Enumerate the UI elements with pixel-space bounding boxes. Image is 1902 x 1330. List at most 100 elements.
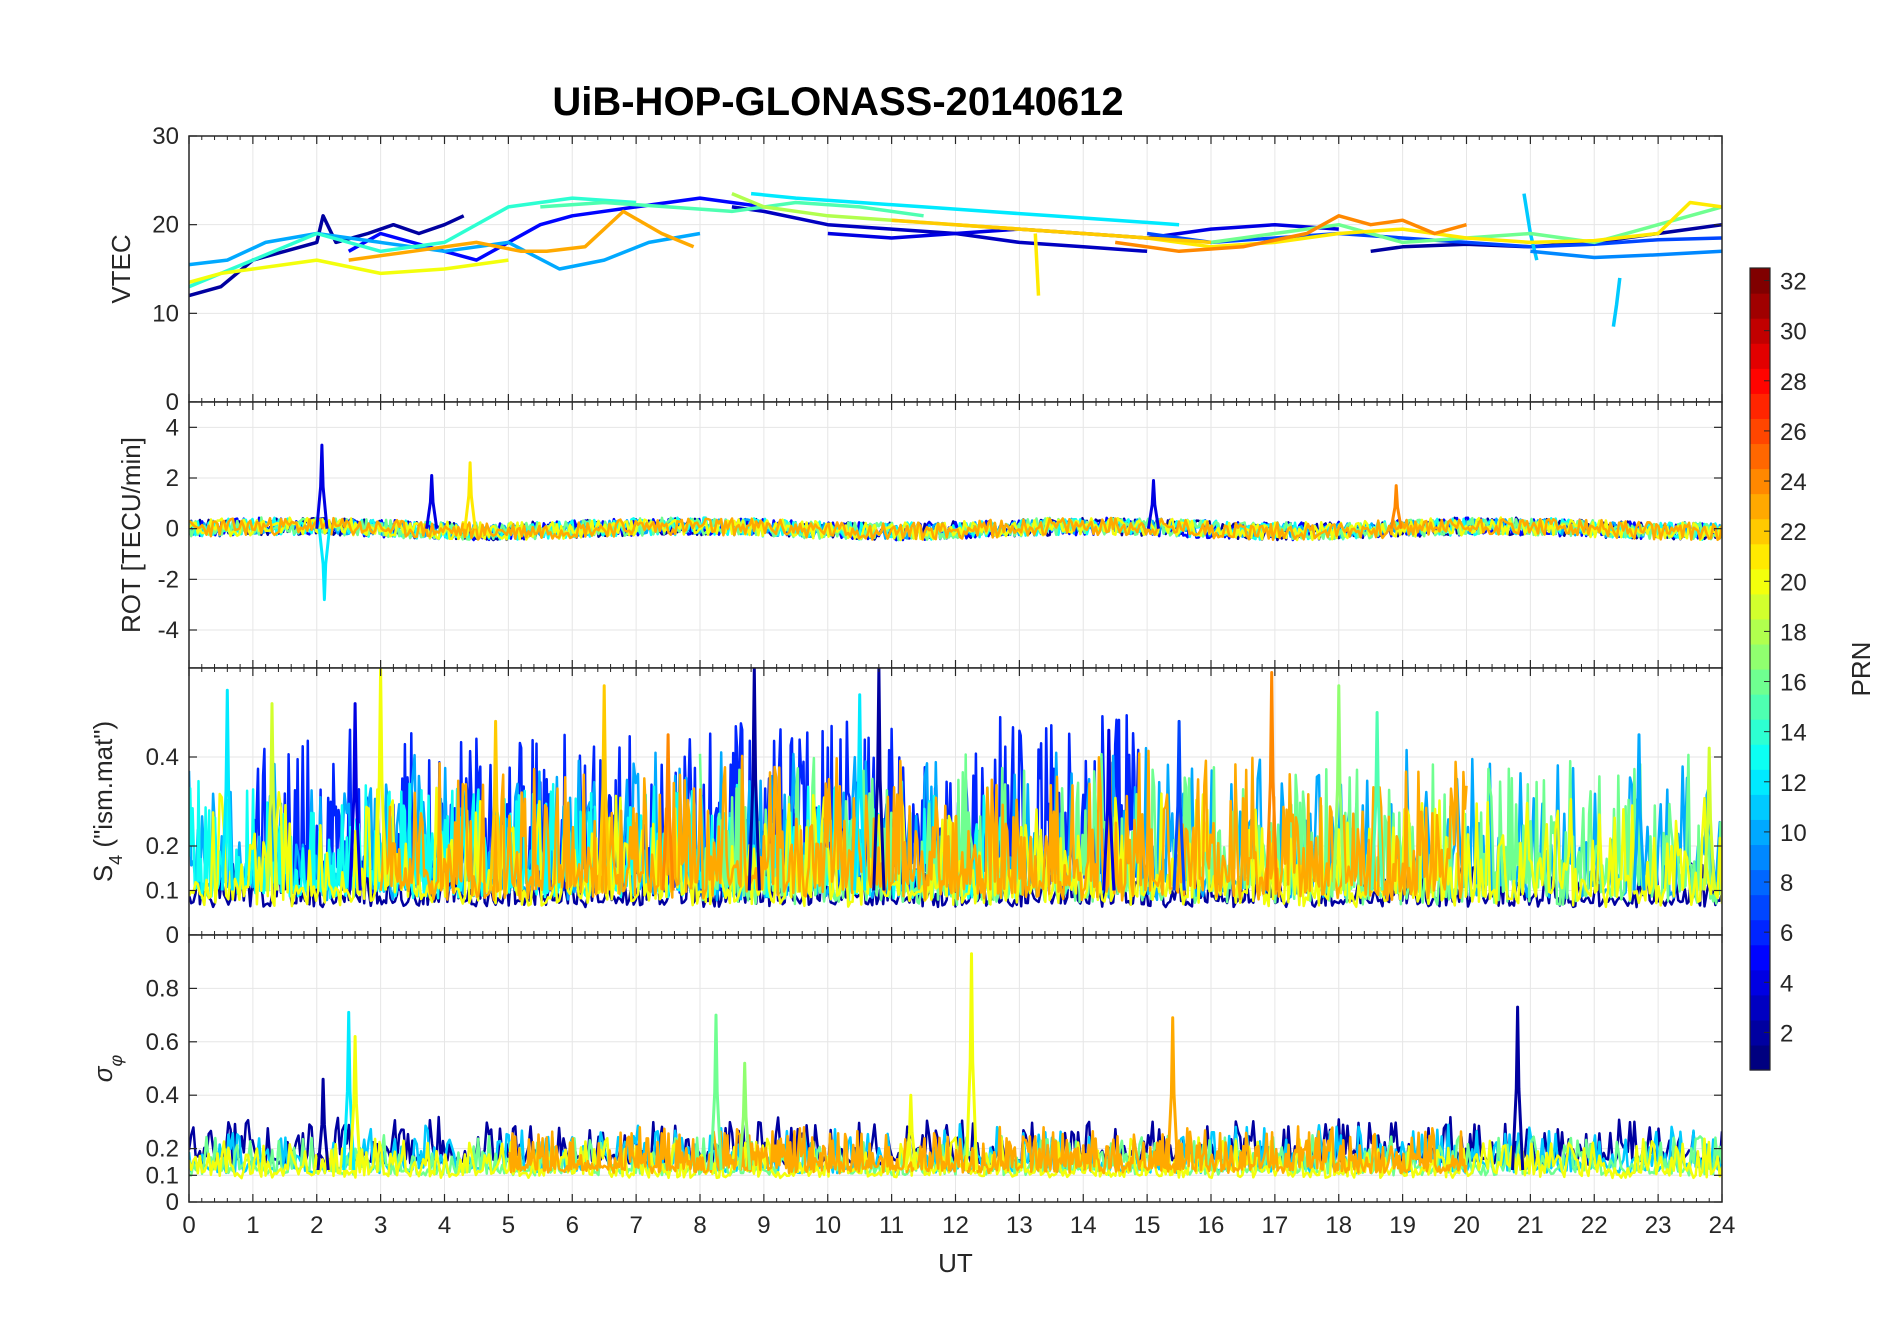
series-line-prn-23 [508,1125,1468,1175]
spike-prn-22 [597,684,611,891]
colorbar-swatch [1750,568,1770,595]
colorbar-tick-label: 4 [1780,970,1793,997]
spike-prn-12 [853,693,867,891]
series-line-prn-5 [347,196,765,262]
series-line-prn-11 [1611,277,1622,327]
series-line-prn-23 [379,749,1468,902]
spike-prn-24 [1389,484,1403,529]
y-tick-label: 2 [166,465,179,492]
series-line-prn-16 [698,752,1722,907]
series-line-prn-10 [189,231,701,271]
colorbar-frame [1749,267,1771,1071]
spike-prn-17 [1332,684,1346,891]
x-tick-label: 15 [1134,1212,1161,1239]
spike-prn-24 [661,733,675,891]
x-tick-label: 8 [693,1212,706,1239]
series-line-prn-15 [540,200,924,218]
y-axis-label: σφ [88,1055,126,1083]
x-axis-label: UT [938,1248,973,1278]
y-axis-label-main: S [88,865,118,882]
y-tick-label: -2 [158,566,179,593]
spike-prn-10 [1632,733,1646,891]
spike-prn-20 [904,1093,918,1171]
spike-prn-19 [1702,746,1716,891]
x-tick-label: 19 [1389,1212,1416,1239]
y-tick-label: 0.4 [146,744,179,771]
colorbar-swatch [1750,443,1770,470]
x-tick-label: 21 [1517,1212,1544,1239]
series-line-prn-14 [189,196,637,289]
series-line-prn-3 [731,205,1148,254]
y-tick-label: 0.8 [146,975,179,1002]
colorbar-swatch [1750,669,1770,695]
x-tick-label: 3 [374,1212,387,1239]
x-tick-label: 11 [879,1212,904,1239]
spike-prn-2 [747,668,761,891]
colorbar-tick-label: 8 [1780,870,1793,897]
x-tick-label: 6 [566,1212,579,1239]
series-group [189,668,1722,909]
colorbar-tick-label: 28 [1780,369,1807,396]
colorbar-swatch [1750,418,1770,445]
y-tick-label: 20 [152,212,179,239]
series-line-prn-23 [348,209,695,262]
panel-s4: 0 0.1 0.2 0.4 S4 ("ism.mat") [88,667,1723,949]
spike-prn-20 [348,1035,362,1171]
colorbar-swatch [1750,719,1770,745]
spike-prn-2 [1511,1005,1525,1171]
spike-prn-12 [317,528,331,602]
spike-prn-20 [374,668,388,891]
x-tick-label: 10 [814,1212,841,1239]
spike-prn-7 [1172,719,1186,891]
y-axis-label-sub: 4 [106,855,126,865]
x-tick-label: 17 [1262,1212,1289,1239]
colorbar-swatch [1750,618,1770,645]
colorbar-swatch [1750,744,1770,770]
spike-prn-12 [342,1010,356,1171]
y-tick-label: 0.2 [146,1136,179,1163]
colorbar-swatch [1750,919,1770,946]
series-line-prn-9 [1530,249,1722,260]
colorbar-swatch [1750,393,1770,419]
colorbar-swatch [1750,769,1770,795]
spike-prn-4 [315,443,329,529]
spike-prn-4 [1146,479,1161,529]
series-line-prn-20 [189,258,509,284]
colorbar-tick-label: 24 [1780,469,1807,496]
spike-prn-20 [964,952,979,1171]
chart-title: UiB-HOP-GLONASS-20140612 [552,80,1123,124]
spike-prn-23 [1166,1016,1180,1171]
panel-rot: -4 -2 0 2 4 ROT [TECU/min] [116,401,1723,669]
colorbar-swatch [1750,543,1770,570]
y-tick-label: -4 [158,617,179,644]
x-tick-label: 0 [182,1212,195,1239]
colorbar-swatch [1750,368,1770,394]
x-tick-label: 20 [1453,1212,1480,1239]
spike-prn-4 [1102,728,1116,891]
y-axis-label-sub: φ [106,1055,126,1067]
spike-prn-2 [872,668,886,891]
series-line-prn-12 [750,191,1180,227]
series-line-prn-2 [189,214,465,298]
colorbar-swatch [1750,994,1770,1021]
y-tick-label: 0.2 [146,833,179,860]
y-tick-label: 0.1 [146,878,179,905]
x-tick-label: 12 [942,1212,969,1239]
colorbar-swatch [1750,894,1770,921]
colorbar-swatch [1750,819,1770,846]
colorbar-swatch [1750,1044,1770,1071]
colorbar-tick-label: 30 [1780,319,1807,346]
series-line-prn-23 [189,516,1722,542]
series-line-prn-20 [189,1135,1722,1180]
y-axis-label-rest: ("ism.mat") [88,721,118,855]
colorbar-swatch [1750,343,1770,369]
series-line-prn-22 [891,218,1212,245]
spike-prn-21 [463,461,477,529]
x-tick-label: 13 [1006,1212,1033,1239]
spike-prn-16 [709,1013,723,1171]
y-tick-label: 4 [166,414,179,441]
series-group [189,952,1722,1180]
